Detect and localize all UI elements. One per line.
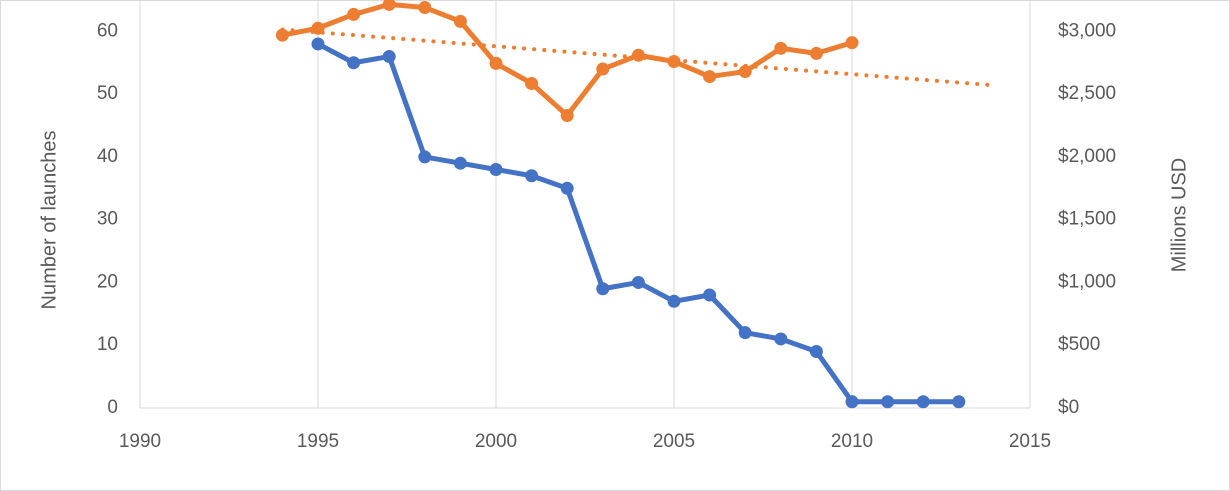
marker — [311, 37, 325, 51]
y2-tick-label: $2,000 — [1058, 146, 1116, 167]
marker — [418, 1, 432, 15]
y-tick-label: 20 — [97, 271, 118, 292]
y-tick-label: 60 — [97, 20, 118, 41]
y2-tick-label: $1,500 — [1058, 209, 1116, 230]
marker — [560, 108, 574, 122]
marker — [703, 288, 717, 302]
y-tick-label: 40 — [97, 146, 118, 167]
y2-tick-label: $0 — [1058, 397, 1079, 418]
marker — [489, 56, 503, 70]
marker — [453, 156, 467, 170]
y2-tick-label: $500 — [1058, 334, 1100, 355]
marker — [347, 56, 361, 70]
y2-axis-title: Millions USD — [1168, 158, 1190, 272]
marker — [382, 49, 396, 63]
marker — [809, 345, 823, 359]
marker — [347, 7, 361, 21]
marker — [631, 48, 645, 62]
marker — [596, 62, 610, 76]
y2-tick-label: $2,500 — [1058, 83, 1116, 104]
marker — [881, 395, 895, 409]
marker — [809, 46, 823, 60]
x-tick-label: 1995 — [297, 431, 339, 452]
marker — [596, 282, 610, 296]
y-tick-label: 10 — [97, 334, 118, 355]
x-tick-label: 2010 — [831, 431, 873, 452]
marker — [738, 326, 752, 340]
y-tick-label: 30 — [97, 209, 118, 230]
marker — [667, 294, 681, 308]
x-tick-label: 1990 — [119, 431, 161, 452]
marker — [382, 0, 396, 11]
x-tick-label: 2000 — [475, 431, 517, 452]
marker — [952, 395, 966, 409]
marker — [774, 41, 788, 55]
marker — [738, 65, 752, 79]
marker — [525, 76, 539, 90]
trend-line — [280, 27, 997, 88]
x-tick-label: 2015 — [1009, 431, 1051, 452]
marker — [916, 395, 930, 409]
marker — [631, 275, 645, 289]
marker — [845, 36, 859, 50]
y-tick-label: 0 — [107, 397, 118, 418]
y-axis-title: Number of launches — [38, 131, 60, 310]
marker — [275, 28, 289, 42]
marker — [560, 181, 574, 195]
y-tick-label: 50 — [97, 83, 118, 104]
marker — [774, 332, 788, 346]
marker — [418, 150, 432, 164]
y2-tick-label: $3,000 — [1058, 20, 1116, 41]
marker — [453, 14, 467, 28]
marker — [525, 169, 539, 183]
x-tick-label: 2005 — [653, 431, 695, 452]
y2-tick-label: $1,000 — [1058, 271, 1116, 292]
marker — [703, 70, 717, 84]
marker — [489, 162, 503, 176]
marker — [845, 395, 859, 409]
